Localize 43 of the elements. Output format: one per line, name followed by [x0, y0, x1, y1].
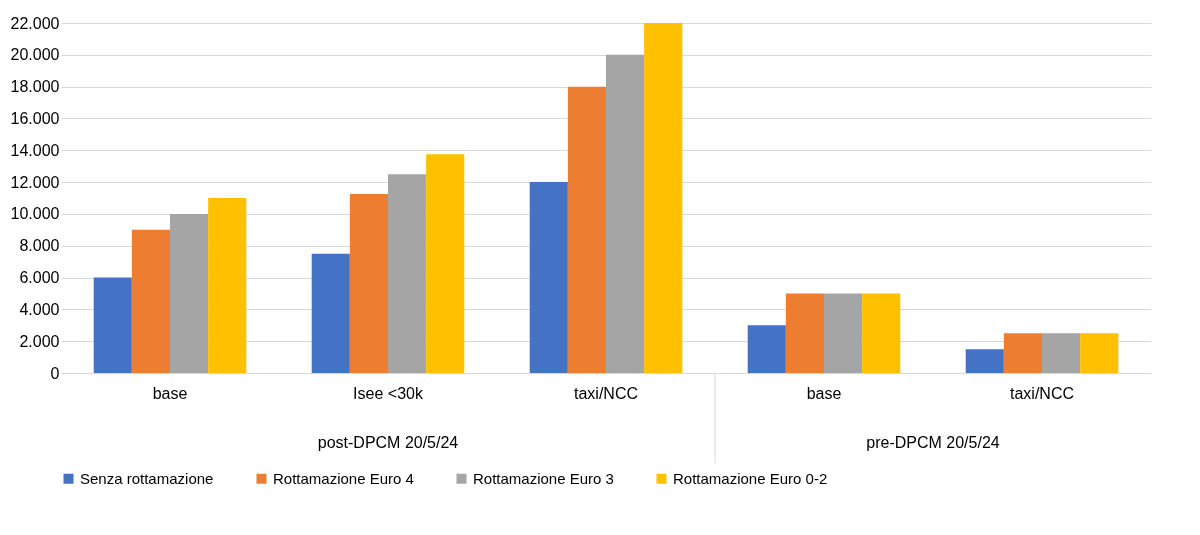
bar — [785, 293, 824, 373]
x-tick-label: taxi/NCC — [1009, 384, 1075, 402]
bar — [965, 349, 1004, 373]
legend-label: Rottamazione Euro 0-2 — [673, 469, 828, 487]
bar — [1003, 333, 1042, 373]
y-tick-label: 0 — [50, 364, 60, 382]
bar — [170, 213, 209, 373]
legend-label: Rottamazione Euro 4 — [273, 469, 414, 487]
bar — [311, 253, 350, 373]
bar — [862, 293, 901, 373]
bar — [131, 229, 170, 373]
y-tick-label: 8.000 — [19, 237, 60, 255]
y-tick-label: 20.000 — [10, 46, 60, 64]
y-tick-label: 22.000 — [10, 14, 60, 32]
x-tick-label: taxi/NCC — [573, 384, 639, 402]
bar — [824, 293, 863, 373]
y-tick-label: 10.000 — [10, 205, 60, 223]
bar — [529, 182, 568, 373]
y-tick-label: 4.000 — [19, 300, 60, 318]
legend-label: Rottamazione Euro 3 — [473, 469, 614, 487]
text: pre-DPCM 20/5/24 — [866, 434, 1000, 451]
y-tick-label: 12.000 — [10, 173, 60, 191]
bar — [606, 54, 645, 373]
text: post-DPCM 20/5/24 — [317, 434, 459, 451]
bar — [567, 86, 606, 373]
bar — [747, 325, 786, 373]
y-tick-label: 14.000 — [10, 141, 60, 159]
legend-label: Senza rottamazione — [80, 469, 214, 487]
bar — [208, 198, 247, 373]
y-tick-label: 18.000 — [10, 78, 60, 96]
x-tick-label: base — [806, 384, 842, 402]
x-tick-label: base — [152, 384, 188, 402]
bar — [349, 194, 388, 373]
bar — [388, 174, 427, 373]
bar — [93, 277, 132, 373]
y-tick-label: 16.000 — [10, 109, 60, 127]
y-tick-label: 6.000 — [19, 269, 60, 287]
bar — [644, 23, 683, 373]
bar — [1080, 333, 1119, 373]
bar — [426, 154, 465, 373]
x-tick-label: Isee <30k — [353, 384, 424, 402]
bar — [1042, 333, 1081, 373]
y-tick-label: 2.000 — [19, 332, 60, 350]
